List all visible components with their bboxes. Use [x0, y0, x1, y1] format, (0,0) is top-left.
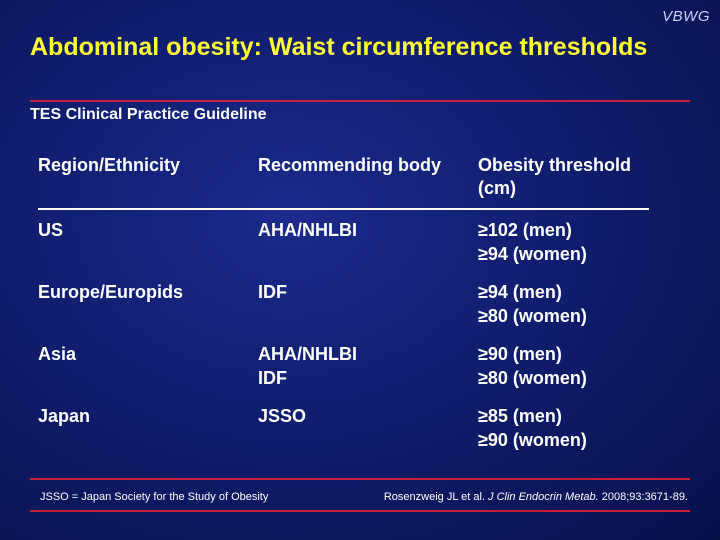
- table-row: Europe/Europids IDF ≥94 (men) ≥80 (women): [38, 280, 650, 328]
- header-rule: [38, 208, 649, 210]
- cell-region: Asia: [38, 342, 258, 390]
- cell-region: Europe/Europids: [38, 280, 258, 328]
- citation-details: 2008;93:3671-89.: [601, 491, 688, 503]
- citation-journal: J Clin Endocrin Metab.: [488, 491, 599, 503]
- threshold-text: ≥102 (men): [478, 220, 572, 240]
- table-body: US AHA/NHLBI ≥102 (men) ≥94 (women) Europe/E…: [38, 218, 650, 452]
- table-row: Asia AHA/NHLBI IDF ≥90 (men) ≥80 (women): [38, 342, 650, 390]
- threshold-text: ≥94 (women): [478, 244, 587, 264]
- region-text: Japan: [38, 406, 91, 426]
- cell-threshold: ≥102 (men) ≥94 (women): [478, 218, 650, 266]
- recommending-body-text: AHA/NHLBI: [258, 344, 357, 364]
- region-text: Asia: [38, 344, 77, 364]
- header-recommending-body: Recommending body: [258, 155, 442, 175]
- threshold-text: ≥85 (men): [478, 406, 562, 426]
- citation-authors: Rosenzweig JL et al.: [383, 491, 485, 503]
- threshold-text: ≥80 (women): [478, 306, 587, 326]
- citation: Rosenzweig JL et al. J Clin Endocrin Met…: [384, 491, 688, 503]
- cell-recommending-body: JSSO: [258, 404, 478, 452]
- cell-threshold: ≥85 (men) ≥90 (women): [478, 404, 650, 452]
- recommending-body-text: IDF: [258, 368, 287, 388]
- slide-subtitle: TES Clinical Practice Guideline: [30, 106, 267, 123]
- brand-logo: VBWG: [662, 8, 710, 25]
- recommending-body-text: AHA/NHLBI: [258, 220, 357, 240]
- header-obesity-threshold: Obesity threshold (cm): [478, 155, 632, 198]
- recommending-body-text: IDF: [258, 282, 287, 302]
- header-region: Region/Ethnicity: [38, 155, 181, 175]
- cell-region: US: [38, 218, 258, 266]
- title-divider: [30, 100, 690, 102]
- table-row: Japan JSSO ≥85 (men) ≥90 (women): [38, 404, 650, 452]
- threshold-text: ≥94 (men): [478, 282, 562, 302]
- cell-threshold: ≥94 (men) ≥80 (women): [478, 280, 650, 328]
- threshold-text: ≥90 (women): [478, 430, 587, 450]
- recommending-body-text: JSSO: [258, 406, 307, 426]
- footer-divider-bottom: [30, 510, 690, 512]
- abbreviation-note: JSSO = Japan Society for the Study of Ob…: [40, 491, 269, 503]
- cell-recommending-body: AHA/NHLBI IDF: [258, 342, 478, 390]
- thresholds-table: Region/Ethnicity Recommending body Obesi…: [38, 154, 650, 466]
- table-row: US AHA/NHLBI ≥102 (men) ≥94 (women): [38, 218, 650, 266]
- table-header: Region/Ethnicity Recommending body Obesi…: [38, 154, 650, 208]
- cell-recommending-body: IDF: [258, 280, 478, 328]
- threshold-text: ≥80 (women): [478, 368, 587, 388]
- threshold-text: ≥90 (men): [478, 344, 562, 364]
- slide-title: Abdominal obesity: Waist circumference t…: [30, 33, 648, 61]
- region-text: Europe/Europids: [38, 282, 184, 302]
- cell-recommending-body: AHA/NHLBI: [258, 218, 478, 266]
- cell-threshold: ≥90 (men) ≥80 (women): [478, 342, 650, 390]
- footer-divider-top: [30, 478, 690, 480]
- cell-region: Japan: [38, 404, 258, 452]
- region-text: US: [38, 220, 64, 240]
